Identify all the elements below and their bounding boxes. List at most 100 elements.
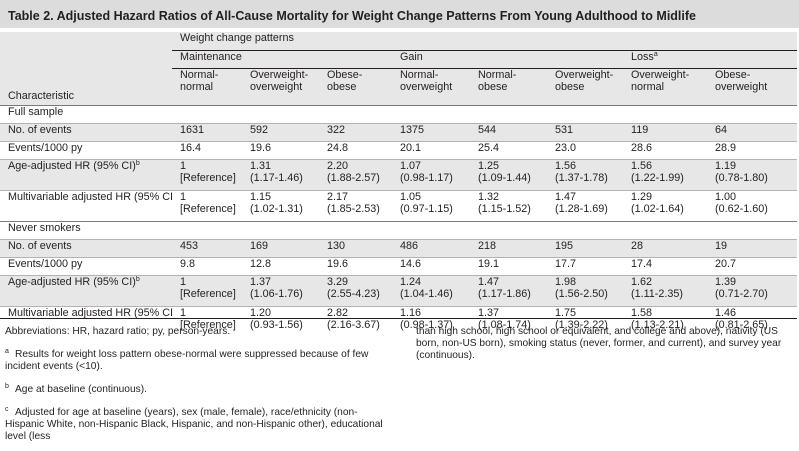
row-label: Age-adjusted HR (95% CI)b [0, 274, 172, 306]
table-cell: 1.75 (1.39-2.22) [547, 305, 623, 337]
table-cell: 195 [547, 238, 623, 257]
weight-change-patterns-header: Weight change patterns [172, 32, 798, 51]
group-gain-header: Gain [392, 50, 623, 69]
table-cell: 19.6 [319, 256, 392, 275]
section-title: Full sample [0, 104, 798, 123]
column-header: Normal-overweight [392, 68, 470, 105]
table-cell: 1.19 (0.78-1.80) [707, 158, 798, 190]
table-cell: 1 [Reference] [172, 189, 242, 221]
table-cell: 531 [547, 122, 623, 141]
table-row: Events/1000 py 9.8 12.8 19.6 14.6 19.1 17.7 17.… [0, 256, 798, 275]
table-cell: 1.05 (0.97-1.15) [392, 189, 470, 221]
table-cell: 20.7 [707, 256, 798, 275]
column-header: Normal-normal [172, 68, 242, 105]
row-label: Age-adjusted HR (95% CI)b [0, 158, 172, 190]
table-cell: 1.37 (1.06-1.76) [242, 274, 319, 306]
table-cell: 1.31 (1.17-1.46) [242, 158, 319, 190]
row-label: No. of events [0, 122, 172, 141]
table-cell: 486 [392, 238, 470, 257]
table-cell: 1.32 (1.15-1.52) [470, 189, 547, 221]
column-header: Obese-obese [319, 68, 392, 105]
column-header: Overweight-overweight [242, 68, 319, 105]
table-cell: 19 [707, 238, 798, 257]
table-cell: 1 [Reference] [172, 274, 242, 306]
table-cell: 14.6 [392, 256, 470, 275]
group-maintenance-header: Maintenance [172, 50, 392, 69]
table-cell: 12.8 [242, 256, 319, 275]
row-label: Multivariable adjusted HR (95% CI)c [0, 305, 172, 337]
table-cell: 9.8 [172, 256, 242, 275]
table-cell: 130 [319, 238, 392, 257]
row-label: Events/1000 py [0, 140, 172, 159]
column-header: Overweight-obese [547, 68, 623, 105]
column-header: Overweight-normal [623, 68, 707, 105]
table-cell: 592 [242, 122, 319, 141]
table-cell: 2.17 (1.85-2.53) [319, 189, 392, 221]
table-row: Age-adjusted HR (95% CI)b 1 [Reference] 1.3… [0, 158, 798, 190]
table-cell: 1.56 (1.22-1.99) [623, 158, 707, 190]
table-cell: 25.4 [470, 140, 547, 159]
table-cell: 16.4 [172, 140, 242, 159]
table-cell: 1.07 (0.98-1.17) [392, 158, 470, 190]
section-header-row: Full sample [0, 104, 798, 123]
section-title: Never smokers [0, 220, 798, 239]
table-cell: 1.58 (1.13-2.21) [623, 305, 707, 337]
table-cell: 218 [470, 238, 547, 257]
table-cell: 544 [470, 122, 547, 141]
table-cell: 1631 [172, 122, 242, 141]
column-header: Obese-overweight [707, 68, 798, 105]
row-label: Events/1000 py [0, 256, 172, 275]
footnote-b: b Age at baseline (continuous). [5, 383, 147, 395]
table-cell: 1.20 (0.93-1.56) [242, 305, 319, 337]
table-cell: 1.47 (1.17-1.86) [470, 274, 547, 306]
group-loss-header: Lossa [623, 50, 798, 69]
table-cell: 3.29 (2.55-4.23) [319, 274, 392, 306]
table-cell: 1.46 (0.81-2.65) [707, 305, 798, 337]
table-row: Multivariable adjusted HR (95% CI)c1[Ref… [0, 189, 798, 221]
table-row: Age-adjusted HR (95% CI)b 1 [Reference] 1.3… [0, 274, 798, 306]
table-cell: 17.7 [547, 256, 623, 275]
table-cell: 23.0 [547, 140, 623, 159]
table-cell: 1.39 (0.71-2.70) [707, 274, 798, 306]
footnotes-left: Abbreviations: HR, hazard ratio; py, per… [5, 326, 395, 451]
table-cell: 2.20 (1.88-2.57) [319, 158, 392, 190]
table-title: Table 2. Adjusted Hazard Ratios of All-C… [0, 0, 799, 28]
table-cell: 1.16 (0.98-1.37) [392, 305, 470, 337]
footnote-c-continued: than high school, high school or equival… [416, 326, 782, 361]
footnote-a: a Results for weight loss pattern obese-n… [5, 348, 369, 372]
row-label: No. of events [0, 238, 172, 257]
table-cell: 1.15 (1.02-1.31) [242, 189, 319, 221]
row-label: Multivariable adjusted HR (95% CI)c [0, 189, 172, 221]
table-row: No. of events 1631 592 322 1375 544 531 119 64 [0, 122, 798, 141]
table-cell: 28.6 [623, 140, 707, 159]
table-row: No. of events 453 169 130 486 218 195 28 19 [0, 238, 798, 257]
table-cell: 1.62 (1.11-2.35) [623, 274, 707, 306]
table-row: Multivariable adjusted HR (95% CI)c1[Ref… [0, 305, 798, 337]
table-cell: 1.00 (0.62-1.60) [707, 189, 798, 221]
table-row: Events/1000 py 16.4 19.6 24.8 20.1 25.4 23.0 28… [0, 140, 798, 159]
table-cell: 28.9 [707, 140, 798, 159]
table-cell: 1.29 (1.02-1.64) [623, 189, 707, 221]
table-bottom-rule [0, 318, 797, 319]
footnote-c: c Adjusted for age at baseline (years), s… [5, 406, 383, 442]
table-cell: 453 [172, 238, 242, 257]
table-cell: 1.47 (1.28-1.69) [547, 189, 623, 221]
table-cell: 24.8 [319, 140, 392, 159]
table-cell: 119 [623, 122, 707, 141]
table-cell: 1.98 (1.56-2.50) [547, 274, 623, 306]
table-cell: 1.56 (1.37-1.78) [547, 158, 623, 190]
table-cell: 1.25 (1.09-1.44) [470, 158, 547, 190]
column-header: Normal-obese [470, 68, 547, 105]
table-cell: 64 [707, 122, 798, 141]
table-cell: 1375 [392, 122, 470, 141]
table-cell: 1.37 (1.08-1.74) [470, 305, 547, 337]
table-cell: 1 [Reference] [172, 305, 242, 337]
table-cell: 19.6 [242, 140, 319, 159]
table-cell: 20.1 [392, 140, 470, 159]
hazard-ratio-table: Weight change patterns Maintenance Gain … [0, 32, 798, 337]
table-cell: 2.82 (2.16-3.67) [319, 305, 392, 337]
table-cell: 169 [242, 238, 319, 257]
section-header-row: Never smokers [0, 220, 798, 239]
table-cell: 17.4 [623, 256, 707, 275]
